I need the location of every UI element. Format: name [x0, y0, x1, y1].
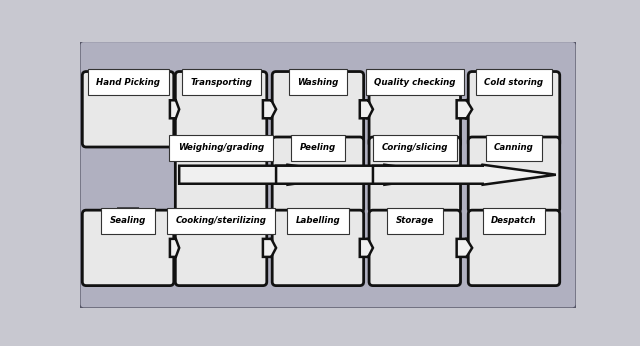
FancyBboxPatch shape [272, 72, 364, 147]
Text: Washing: Washing [298, 78, 339, 87]
Polygon shape [263, 238, 276, 258]
FancyBboxPatch shape [175, 210, 267, 285]
FancyBboxPatch shape [272, 137, 364, 212]
Text: Weighing/grading: Weighing/grading [178, 143, 264, 152]
Text: Storage: Storage [396, 216, 434, 225]
Text: Canning: Canning [494, 143, 534, 152]
Polygon shape [276, 165, 457, 185]
FancyBboxPatch shape [79, 41, 577, 309]
Polygon shape [503, 141, 525, 143]
FancyBboxPatch shape [83, 72, 174, 147]
Polygon shape [360, 99, 373, 119]
Text: Cooking/sterilizing: Cooking/sterilizing [175, 216, 266, 225]
Text: Labelling: Labelling [296, 216, 340, 225]
Text: Coring/slicing: Coring/slicing [381, 143, 448, 152]
FancyBboxPatch shape [272, 210, 364, 285]
FancyBboxPatch shape [369, 137, 461, 212]
Polygon shape [179, 165, 360, 185]
FancyBboxPatch shape [468, 137, 560, 212]
FancyBboxPatch shape [369, 72, 461, 147]
Polygon shape [170, 238, 179, 258]
Polygon shape [117, 209, 139, 214]
FancyBboxPatch shape [369, 210, 461, 285]
Polygon shape [457, 99, 472, 119]
Text: Hand Picking: Hand Picking [96, 78, 160, 87]
Text: Despatch: Despatch [492, 216, 537, 225]
FancyBboxPatch shape [175, 137, 267, 212]
FancyBboxPatch shape [175, 72, 267, 147]
FancyBboxPatch shape [468, 72, 560, 147]
FancyBboxPatch shape [468, 210, 560, 285]
FancyBboxPatch shape [83, 210, 174, 285]
Polygon shape [457, 238, 472, 258]
Polygon shape [170, 99, 179, 119]
Polygon shape [263, 99, 276, 119]
Text: Sealing: Sealing [110, 216, 146, 225]
Polygon shape [360, 238, 373, 258]
Polygon shape [373, 165, 556, 185]
Text: Quality checking: Quality checking [374, 78, 456, 87]
Text: Peeling: Peeling [300, 143, 336, 152]
Text: Transporting: Transporting [190, 78, 252, 87]
Text: Cold storing: Cold storing [484, 78, 543, 87]
